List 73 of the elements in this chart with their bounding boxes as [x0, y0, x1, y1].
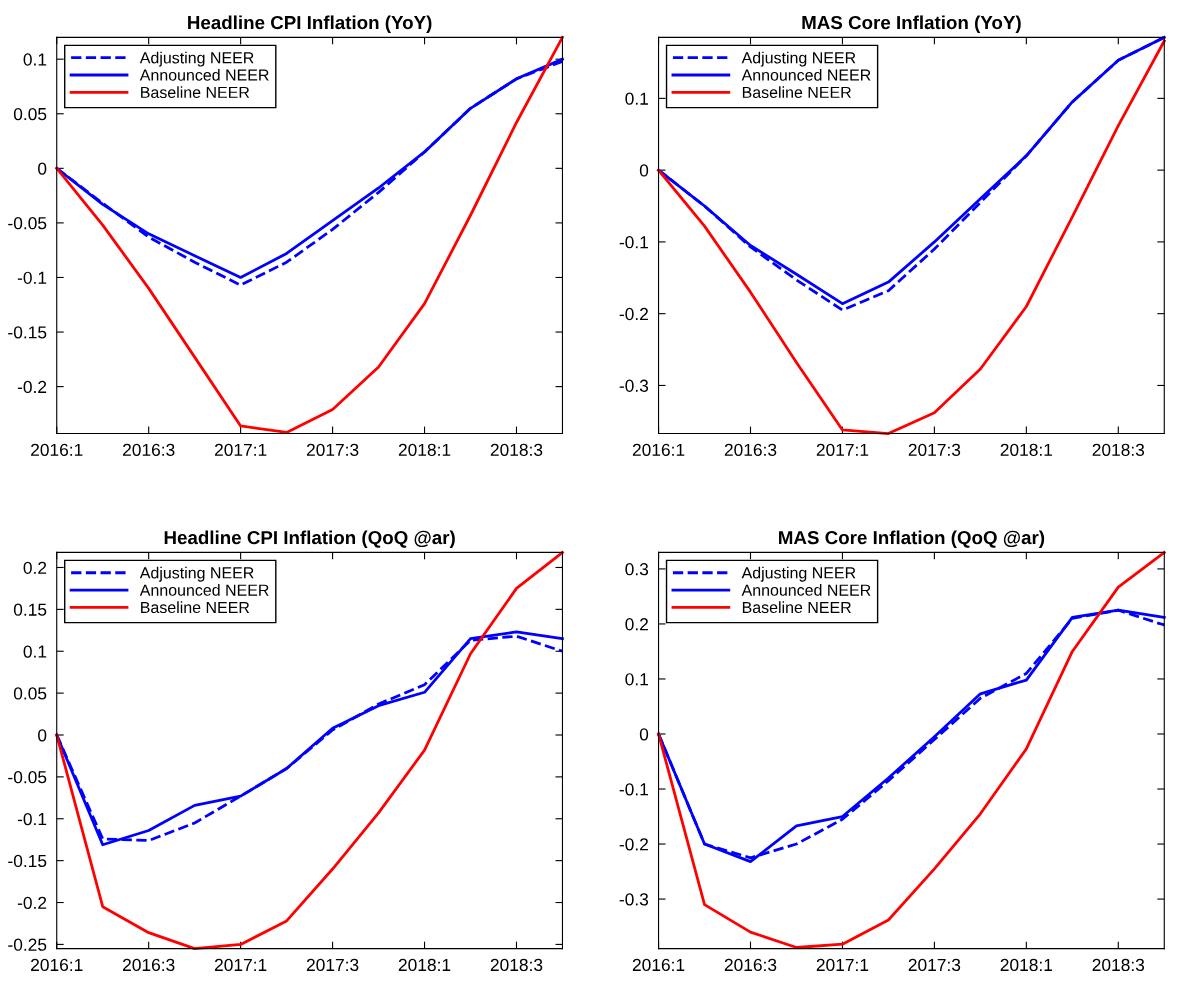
- legend-label: Baseline NEER: [742, 601, 851, 614]
- x-tick-label: 2018:3: [490, 958, 543, 972]
- line-series: [55, 551, 564, 950]
- x-tick-label: 2016:3: [724, 958, 777, 972]
- x-tick-label: 2018:3: [1092, 443, 1145, 457]
- y-tick-label: 0.2: [625, 618, 648, 631]
- y-tick-label: 0.1: [23, 645, 47, 658]
- x-tick-label: 2016:3: [123, 958, 175, 972]
- x-tick-label: 2018:1: [1000, 958, 1053, 972]
- x-tick-label: 2017:3: [306, 958, 359, 972]
- y-tick-label: 0.1: [625, 673, 648, 686]
- legend-label: Adjusting NEER: [139, 566, 254, 582]
- y-tick-label: 0.15: [13, 603, 47, 616]
- y-tick-label: -0.1: [17, 271, 47, 284]
- y-tick-label: 0.05: [13, 687, 47, 700]
- chart-title: MAS Core Inflation (YoY): [802, 15, 1021, 33]
- x-tick-label: 2016:1: [632, 443, 685, 457]
- y-tick-label: 0.05: [13, 107, 47, 121]
- legend-label: Baseline NEER: [141, 601, 250, 614]
- y-tick-label: -0.25: [8, 938, 47, 951]
- y-tick-label: -0.15: [8, 326, 47, 339]
- legend-label: Announced NEER: [741, 69, 871, 81]
- y-tick-label: -0.3: [619, 893, 649, 906]
- x-tick-label: 2018:1: [398, 443, 451, 457]
- x-tick-label: 2016:3: [123, 443, 175, 457]
- y-tick-label: -0.2: [619, 838, 648, 851]
- x-tick-label: 2017:3: [908, 443, 961, 457]
- x-tick-label: 2016:1: [31, 958, 83, 972]
- x-tick-label: 2017:3: [306, 443, 359, 457]
- y-tick-label: -0.1: [619, 783, 648, 796]
- legend-label: Adjusting NEER: [741, 51, 856, 67]
- legend-label: Adjusting NEER: [139, 51, 254, 67]
- legend-label: Baseline NEER: [141, 86, 250, 99]
- y-tick-label: -0.2: [17, 896, 47, 909]
- x-tick-label: 2016:1: [632, 958, 685, 972]
- x-tick-label: 2017:1: [816, 443, 869, 457]
- line-series: [657, 551, 1166, 949]
- legend-label: Announced NEER: [741, 584, 871, 596]
- y-tick-label: 0.3: [625, 563, 649, 576]
- y-tick-label: 0: [639, 164, 649, 177]
- x-tick-label: 2017:3: [908, 958, 961, 972]
- y-tick-label: 0.1: [23, 53, 47, 66]
- x-tick-label: 2018:1: [398, 958, 451, 972]
- chart-title: Headline CPI Inflation (QoQ @ar): [164, 530, 455, 548]
- x-tick-label: 2018:3: [490, 443, 543, 457]
- line-series: [55, 35, 564, 434]
- y-tick-label: -0.05: [8, 217, 47, 230]
- y-tick-label: -0.1: [619, 236, 648, 249]
- y-tick-label: -0.3: [619, 379, 649, 392]
- y-tick-label: -0.2: [619, 307, 648, 321]
- legend-label: Announced NEER: [139, 69, 269, 81]
- legend-label: Announced NEER: [139, 584, 269, 596]
- x-tick-label: 2018:1: [1000, 443, 1053, 457]
- x-tick-label: 2016:1: [31, 443, 83, 457]
- x-tick-label: 2016:3: [724, 443, 777, 457]
- x-tick-label: 2017:1: [214, 443, 267, 457]
- x-tick-label: 2018:3: [1092, 958, 1145, 972]
- x-tick-label: 2017:1: [816, 958, 869, 972]
- y-tick-label: 0: [38, 162, 47, 175]
- y-tick-label: 0: [639, 728, 649, 741]
- y-tick-label: 0: [38, 729, 47, 742]
- y-tick-label: -0.1: [17, 812, 47, 826]
- y-tick-label: 0.2: [23, 561, 47, 574]
- y-tick-label: -0.15: [8, 854, 47, 868]
- chart-title: MAS Core Inflation (QoQ @ar): [779, 530, 1045, 548]
- line-series: [657, 39, 1166, 435]
- legend-label: Baseline NEER: [742, 86, 851, 99]
- legend-label: Adjusting NEER: [741, 566, 856, 582]
- y-tick-label: 0.1: [625, 92, 648, 105]
- x-tick-label: 2017:1: [214, 958, 267, 972]
- chart-title: Headline CPI Inflation (YoY): [188, 15, 432, 33]
- y-tick-label: -0.05: [8, 771, 47, 784]
- y-tick-label: -0.2: [17, 380, 47, 394]
